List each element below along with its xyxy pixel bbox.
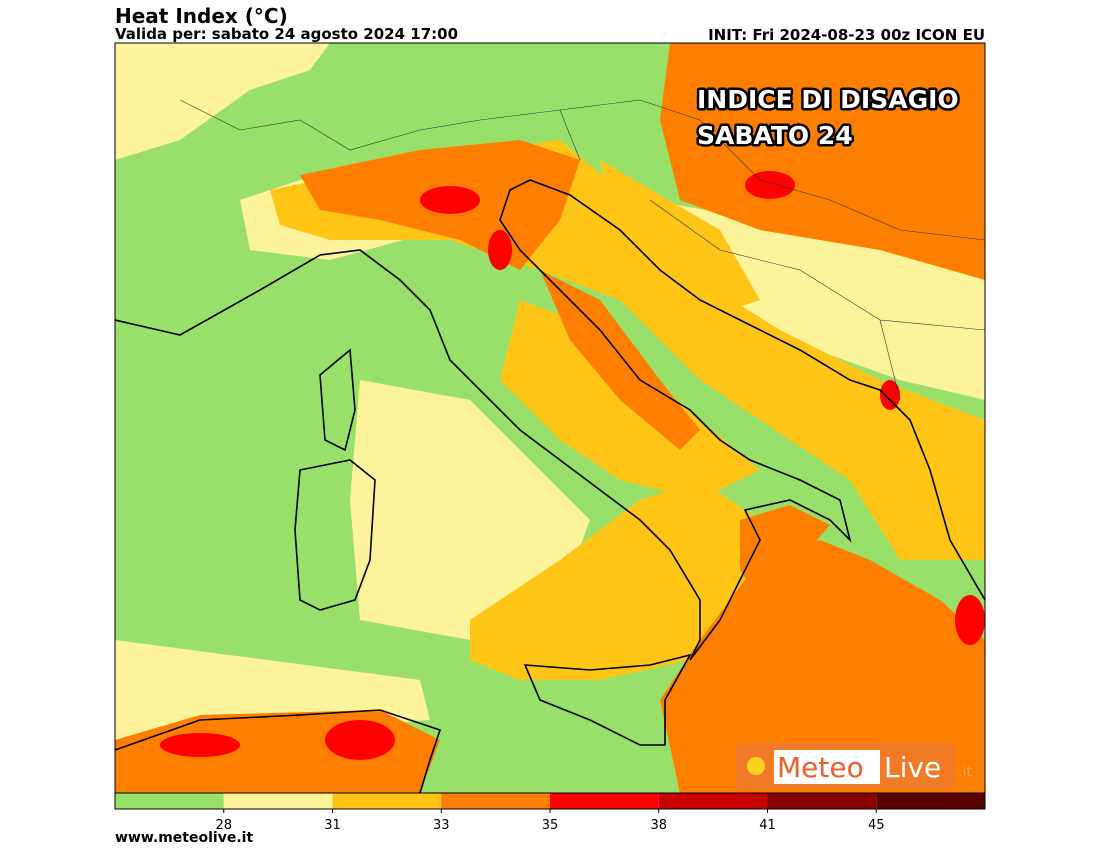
init-time: INIT: Fri 2024-08-23 00z ICON EU bbox=[708, 26, 985, 44]
colorbar-tick-label: 45 bbox=[868, 818, 885, 833]
colorbar-tick-label: 28 bbox=[215, 818, 232, 833]
colorbar-tick-label: 35 bbox=[542, 818, 559, 833]
field-area bbox=[660, 540, 985, 793]
coastline bbox=[115, 709, 442, 793]
colorbar-segment bbox=[115, 793, 224, 809]
logo-panel bbox=[774, 750, 880, 784]
field-area bbox=[955, 595, 985, 645]
field-area bbox=[660, 43, 985, 280]
footer: www.meteolive.it bbox=[115, 830, 253, 846]
logo-text: .it bbox=[958, 764, 972, 780]
overlay-line: INDICE DI DISAGIO bbox=[697, 85, 959, 114]
borders bbox=[179, 99, 985, 401]
coastline bbox=[523, 653, 692, 746]
colorbar: 28 31 33 35 38 41 45 bbox=[114, 792, 986, 833]
overlay-line: SABATO 24 bbox=[697, 121, 853, 150]
colorbar-segment bbox=[658, 793, 768, 809]
logo-text: Live bbox=[884, 751, 941, 784]
map bbox=[115, 43, 985, 793]
colorbar-tick-label: 41 bbox=[759, 818, 776, 833]
coastline bbox=[115, 179, 985, 661]
field-area bbox=[350, 380, 590, 640]
colorbar-tick-label: 38 bbox=[650, 818, 667, 833]
field-area bbox=[745, 171, 795, 199]
field-area bbox=[470, 480, 760, 680]
field-area bbox=[600, 160, 760, 320]
colorbar-tick-label: 33 bbox=[433, 818, 450, 833]
logo-text: Meteo bbox=[777, 751, 864, 784]
coastline bbox=[294, 459, 376, 611]
colorbar-segment bbox=[223, 793, 333, 809]
field-area bbox=[420, 186, 480, 214]
field-area bbox=[325, 720, 395, 760]
logo-sun bbox=[747, 757, 765, 775]
colorbar-segment bbox=[332, 793, 442, 809]
colorbar-segment bbox=[876, 793, 985, 809]
colorbar-tick-label: 31 bbox=[324, 818, 341, 833]
title: Heat Index (°C) bbox=[115, 4, 288, 28]
field-area bbox=[740, 505, 830, 600]
field-area bbox=[115, 43, 330, 160]
coastline bbox=[319, 348, 356, 452]
field-area bbox=[488, 230, 512, 270]
colorbar-segment bbox=[767, 793, 877, 809]
field-area bbox=[160, 733, 240, 757]
field-area bbox=[880, 380, 900, 410]
field-area bbox=[540, 270, 700, 450]
valid-time: Valida per: sabato 24 agosto 2024 17:00 bbox=[115, 25, 458, 43]
colorbar-segment bbox=[550, 793, 659, 809]
logo: Meteo Live .it bbox=[736, 743, 972, 789]
colorbar-segment bbox=[441, 793, 550, 809]
